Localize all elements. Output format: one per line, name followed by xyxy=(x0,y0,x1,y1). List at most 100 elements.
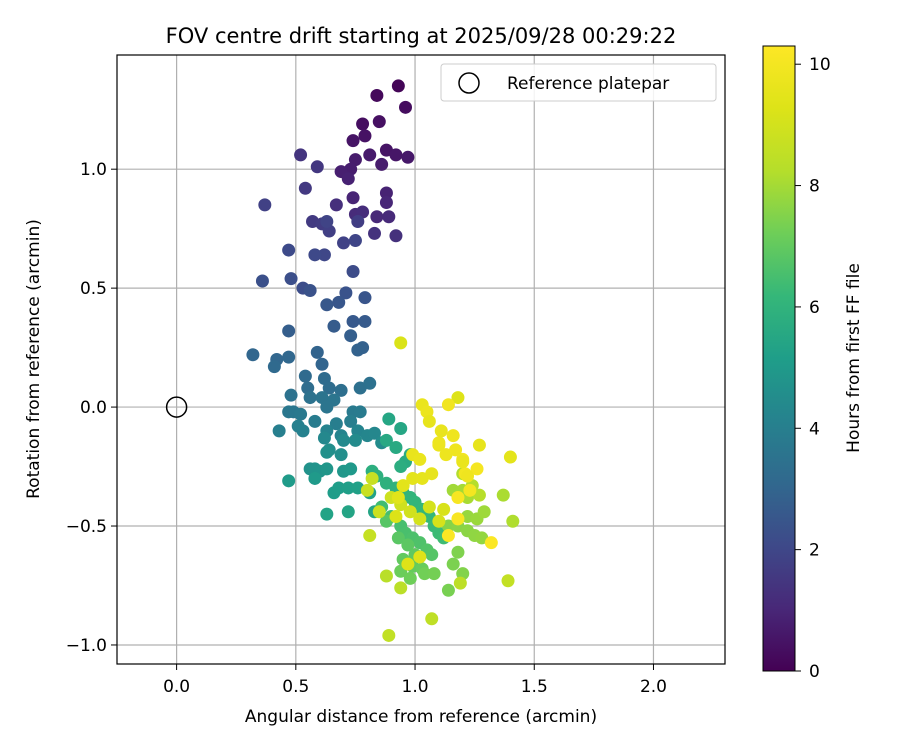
data-point xyxy=(282,243,296,257)
data-point xyxy=(391,490,405,504)
data-point xyxy=(346,191,360,205)
data-point xyxy=(446,429,460,443)
data-point xyxy=(372,115,386,129)
data-point xyxy=(320,215,334,229)
x-tick-label: 0.5 xyxy=(282,677,309,697)
y-axis-ticks: −1.0 −0.5 0.0 0.5 1.0 xyxy=(66,160,117,656)
data-point xyxy=(332,481,346,495)
x-axis-label: Angular distance from reference (arcmin) xyxy=(245,707,597,727)
data-point xyxy=(298,181,312,195)
data-point xyxy=(308,471,322,485)
colorbar-tick-label: 4 xyxy=(809,419,820,439)
colorbar-gradient xyxy=(762,45,796,672)
data-point xyxy=(332,295,346,309)
data-point xyxy=(382,412,396,426)
data-point xyxy=(406,471,420,485)
data-point xyxy=(370,210,384,224)
data-point xyxy=(418,567,432,581)
data-point xyxy=(258,198,272,212)
data-point xyxy=(317,248,331,262)
colorbar-tick-label: 0 xyxy=(809,662,820,682)
data-point xyxy=(344,414,358,428)
x-tick-label: 2.0 xyxy=(640,677,667,697)
data-point xyxy=(413,550,427,564)
data-point xyxy=(294,148,308,162)
data-point xyxy=(437,502,451,516)
data-point xyxy=(484,536,498,550)
data-point xyxy=(477,505,491,519)
data-point xyxy=(363,148,377,162)
data-point xyxy=(308,414,322,428)
data-point xyxy=(394,421,408,435)
data-point xyxy=(344,462,358,476)
data-point xyxy=(303,391,317,405)
data-point xyxy=(441,398,455,412)
data-point xyxy=(370,88,384,102)
data-point xyxy=(358,314,372,328)
data-point xyxy=(451,490,465,504)
colorbar-tick-label: 8 xyxy=(809,177,820,197)
data-point xyxy=(451,512,465,526)
data-point xyxy=(391,531,405,545)
data-point xyxy=(427,567,441,581)
data-point xyxy=(425,612,439,626)
data-point xyxy=(413,512,427,526)
colorbar-tick-label: 10 xyxy=(809,55,831,75)
data-point xyxy=(284,388,298,402)
data-point xyxy=(363,529,377,543)
data-point xyxy=(282,474,296,488)
data-point xyxy=(329,417,343,431)
data-point xyxy=(320,445,334,459)
data-point xyxy=(403,571,417,585)
data-point xyxy=(432,436,446,450)
data-point xyxy=(472,438,486,452)
colorbar-tick-label: 6 xyxy=(809,298,820,318)
data-point xyxy=(394,460,408,474)
y-tick-label: 0.0 xyxy=(80,398,107,418)
data-point xyxy=(308,248,322,262)
data-point xyxy=(322,381,336,395)
data-point xyxy=(320,507,334,521)
data-point xyxy=(320,298,334,312)
data-point xyxy=(303,284,317,298)
data-point xyxy=(425,548,439,562)
data-point xyxy=(389,229,403,243)
data-point xyxy=(470,462,484,476)
legend-marker xyxy=(458,72,480,94)
data-point xyxy=(294,407,308,421)
data-point xyxy=(339,286,353,300)
data-point xyxy=(315,357,329,371)
data-point xyxy=(346,134,360,148)
data-point xyxy=(351,215,365,229)
legend-box xyxy=(440,63,717,102)
data-point xyxy=(451,391,465,405)
data-point xyxy=(363,376,377,390)
data-point xyxy=(360,483,374,497)
data-point xyxy=(379,186,393,200)
data-point xyxy=(267,360,281,374)
data-point xyxy=(310,160,324,174)
y-axis-label: Rotation from reference (arcmin) xyxy=(24,219,44,499)
data-point xyxy=(329,198,343,212)
data-point xyxy=(310,345,324,359)
data-point xyxy=(346,314,360,328)
data-point xyxy=(334,383,348,397)
y-tick-label: 0.5 xyxy=(80,279,107,299)
data-point xyxy=(460,469,474,483)
colorbar-tick-label: 2 xyxy=(809,541,820,561)
data-point xyxy=(389,148,403,162)
data-point xyxy=(506,514,520,528)
reference-platepar-marker xyxy=(165,396,188,418)
data-point xyxy=(351,343,365,357)
data-point xyxy=(282,324,296,338)
colorbar-ticks: 0 2 4 6 8 10 xyxy=(795,55,831,682)
data-point xyxy=(391,79,405,93)
data-point xyxy=(456,455,470,469)
reference-marker-group xyxy=(165,396,188,418)
data-point xyxy=(284,272,298,286)
legend-label: Reference platepar xyxy=(507,74,669,94)
data-point xyxy=(296,424,310,438)
data-point xyxy=(441,529,455,543)
colorbar: 0 2 4 6 8 10 Hours from first FF file xyxy=(762,45,864,682)
data-point xyxy=(501,574,515,588)
